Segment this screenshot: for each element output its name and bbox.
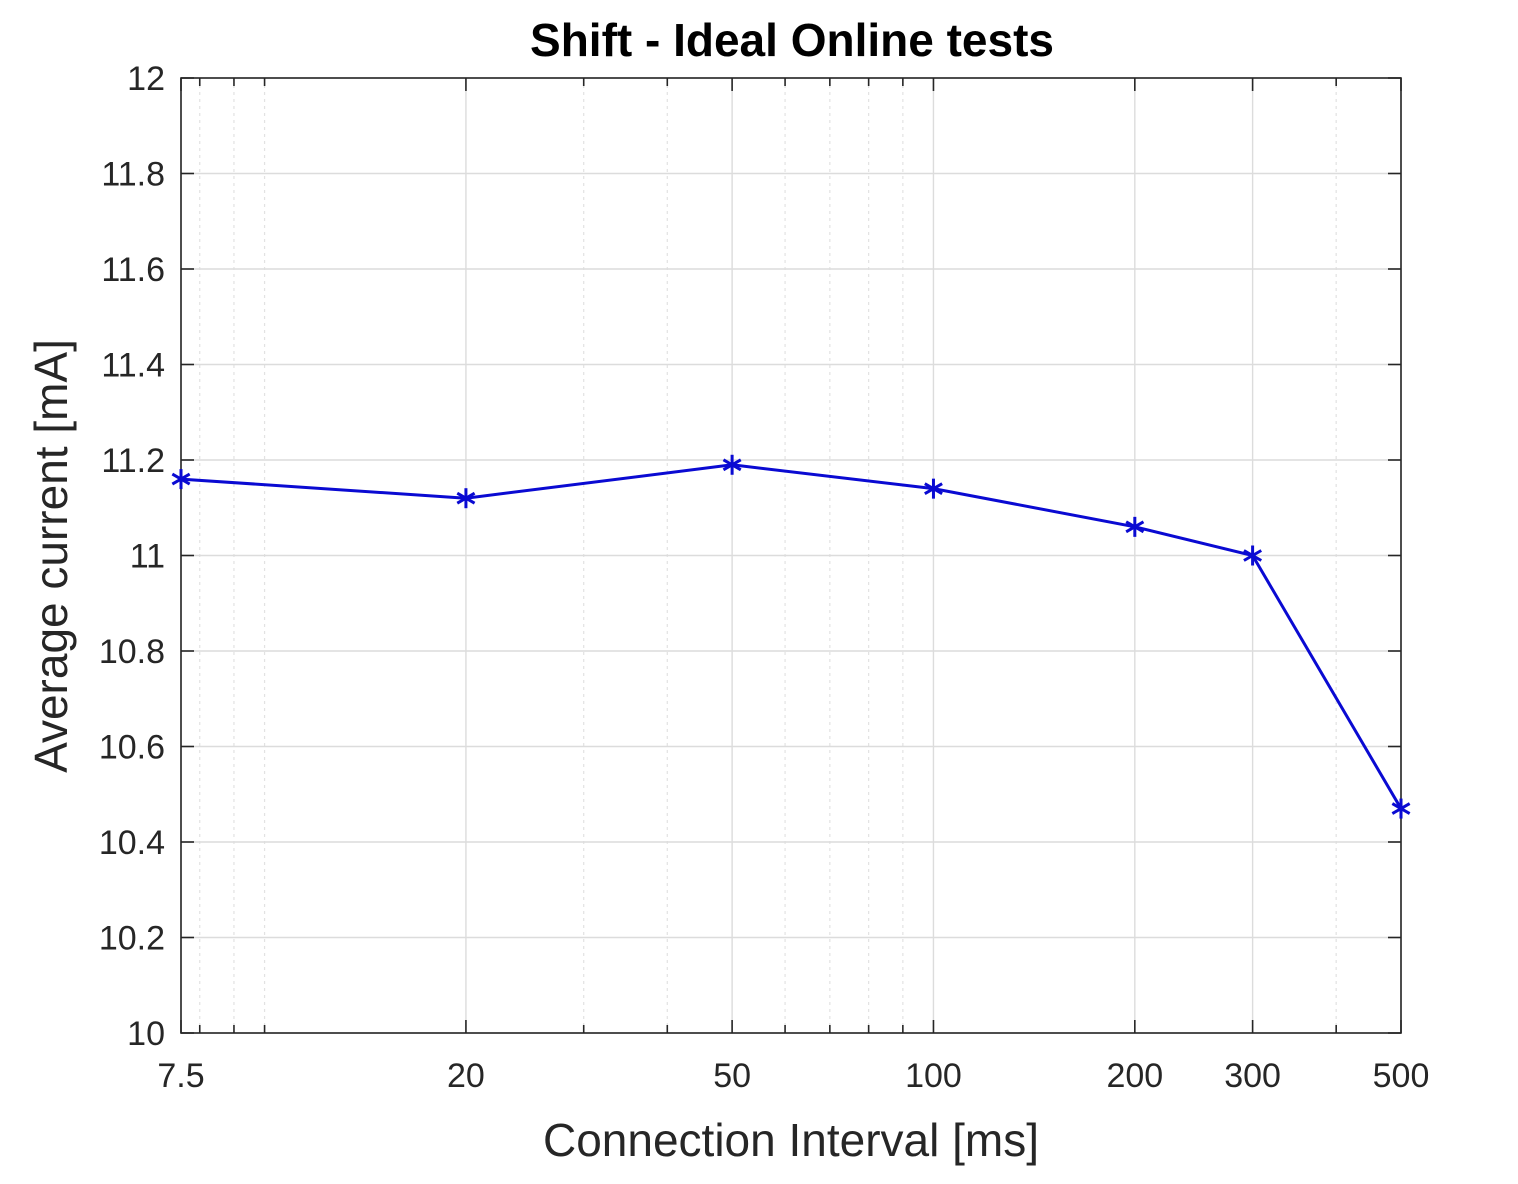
data-point-marker bbox=[1243, 545, 1263, 566]
x-tick-label: 7.5 bbox=[157, 1057, 204, 1095]
y-tick-label: 10.8 bbox=[99, 633, 165, 671]
series-group bbox=[171, 454, 1411, 819]
x-tick-label: 500 bbox=[1373, 1057, 1430, 1095]
marker-stroke bbox=[456, 491, 476, 505]
data-point-marker bbox=[456, 488, 476, 509]
x-tick-label: 50 bbox=[713, 1057, 751, 1095]
data-point-marker bbox=[924, 478, 943, 499]
marker-stroke bbox=[924, 482, 943, 495]
y-tick-label: 11 bbox=[130, 538, 165, 576]
chart-title: Shift - Ideal Online tests bbox=[530, 14, 1054, 66]
y-tick-label: 11.8 bbox=[101, 156, 165, 194]
axis-ticks bbox=[180, 77, 1402, 1034]
marker-stroke bbox=[1391, 802, 1411, 815]
grid bbox=[180, 77, 1402, 1034]
data-point-marker bbox=[1125, 516, 1145, 537]
marker-stroke bbox=[1125, 520, 1145, 534]
x-tick-label: 300 bbox=[1224, 1057, 1281, 1095]
y-axis-tick-labels: 10 10.2 10.4 10.6 10.8 11 11.2 11.4 11.6 11.8 12 bbox=[99, 60, 165, 1053]
marker-stroke bbox=[171, 472, 191, 486]
x-tick-label: 100 bbox=[905, 1057, 962, 1095]
x-tick-label: 200 bbox=[1106, 1057, 1163, 1095]
data-point-marker bbox=[722, 454, 742, 475]
x-tick-label: 20 bbox=[447, 1057, 485, 1095]
y-tick-label: 10.4 bbox=[99, 824, 165, 862]
x-axis-label: Connection Interval [ms] bbox=[543, 1114, 1039, 1166]
marker-stroke bbox=[1243, 549, 1263, 562]
y-tick-label: 10.6 bbox=[99, 729, 165, 767]
y-tick-label: 11.2 bbox=[101, 442, 165, 480]
data-point-marker bbox=[171, 469, 191, 490]
data-point-marker bbox=[1391, 798, 1411, 819]
y-tick-label: 10 bbox=[127, 1015, 165, 1053]
y-tick-label: 12 bbox=[127, 60, 165, 98]
x-axis-tick-labels: 7.5 20 50 100 200 300 500 bbox=[157, 1057, 1429, 1095]
y-tick-label: 11.4 bbox=[101, 347, 165, 385]
y-axis-label: Average current [mA] bbox=[25, 339, 77, 773]
y-tick-label: 10.2 bbox=[99, 920, 165, 958]
series-line bbox=[180, 463, 1403, 810]
marker-stroke bbox=[722, 458, 742, 472]
y-tick-label: 11.6 bbox=[101, 251, 165, 289]
